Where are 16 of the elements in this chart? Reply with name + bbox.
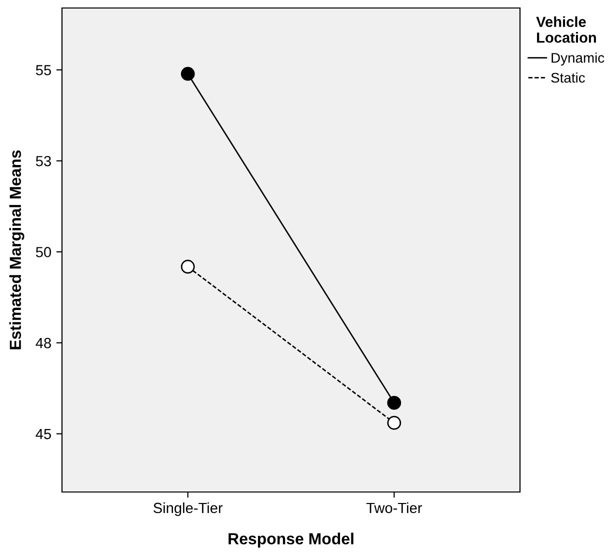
x-tick-label: Two-Tier	[366, 502, 422, 514]
y-tick-label: 48	[36, 338, 51, 348]
point	[387, 396, 402, 410]
x-axis-title: Response Model	[228, 532, 354, 548]
y-tick-label: 45	[36, 429, 51, 440]
y-axis-title: Estimated Marginal Means	[9, 150, 24, 350]
y-tick-label: 55	[36, 65, 51, 76]
point	[180, 260, 195, 274]
legend-label: Static	[551, 72, 585, 83]
y-tick-label: 53	[36, 156, 51, 166]
legend-title: Vehicle Location	[536, 16, 596, 43]
legend-label: Dynamic	[552, 52, 604, 66]
x-tick-label: Single-Tier	[154, 502, 223, 516]
point	[387, 416, 402, 430]
y-tick-label: 50	[36, 246, 52, 258]
point	[180, 66, 195, 81]
